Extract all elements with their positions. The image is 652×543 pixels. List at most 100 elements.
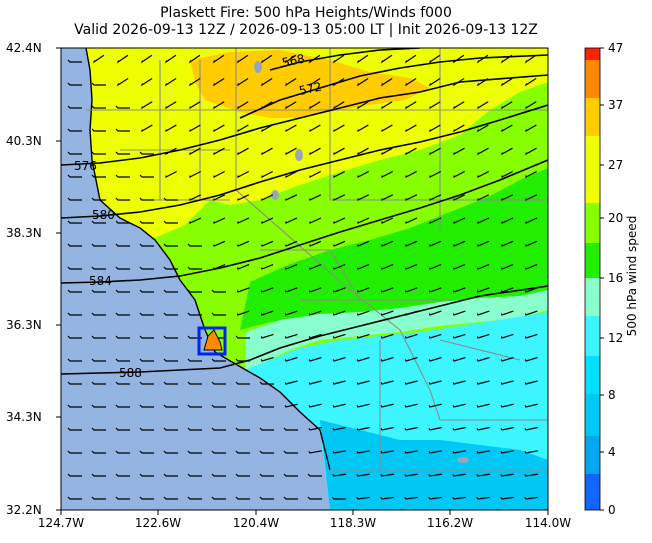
wind-barb xyxy=(163,220,178,224)
wind-barb xyxy=(524,333,538,339)
wind-barb xyxy=(477,170,489,179)
wind-barb xyxy=(261,194,274,201)
wind-barb xyxy=(283,496,298,500)
wind-barb xyxy=(211,427,226,431)
y-tick-label: 40.3N xyxy=(6,134,42,148)
wind-barb xyxy=(140,54,153,64)
wind-barb xyxy=(261,101,273,110)
wind-barb xyxy=(91,105,106,109)
wind-barb xyxy=(525,101,537,110)
contour-label-580: 580 xyxy=(92,208,115,222)
wind-barb xyxy=(67,174,82,178)
wind-barb xyxy=(187,358,202,362)
wind-barb xyxy=(428,333,442,339)
wind-barb xyxy=(357,147,369,156)
wind-barb xyxy=(91,427,106,431)
wind-barb xyxy=(67,496,82,500)
wind-barb xyxy=(524,426,538,431)
wind-barb xyxy=(67,105,82,109)
wind-barb xyxy=(284,77,297,87)
wind-barb xyxy=(453,217,466,224)
wind-barb xyxy=(115,197,130,201)
wind-barb xyxy=(235,335,250,339)
wind-barb xyxy=(91,312,106,316)
contour-588 xyxy=(61,285,548,375)
contour-label-588: 588 xyxy=(119,366,142,380)
map-plot-area xyxy=(61,48,548,510)
wind-barb xyxy=(380,310,394,316)
wind-barb xyxy=(405,240,418,247)
wind-barb xyxy=(285,101,297,110)
wind-barb xyxy=(67,243,82,247)
wind-barb xyxy=(139,473,154,477)
wind-barb xyxy=(260,310,274,316)
wind-barb xyxy=(332,310,346,316)
map-title-line2: Valid 2026-09-13 12Z / 2026-09-13 05:00 … xyxy=(74,22,538,38)
wind-barb xyxy=(115,335,130,339)
land-band-27-37 xyxy=(61,48,548,245)
wind-barb xyxy=(404,310,418,316)
wind-barb xyxy=(356,426,370,431)
wind-barb xyxy=(67,450,82,454)
wind-barb xyxy=(428,496,442,500)
wind-barb xyxy=(260,77,273,87)
wind-barb xyxy=(356,333,370,339)
colorbar-tick-label: 16 xyxy=(608,271,624,285)
wind-barb xyxy=(452,380,466,385)
wind-barb xyxy=(501,194,514,201)
wind-barb xyxy=(211,358,226,362)
wind-barb xyxy=(237,147,249,156)
wind-barb xyxy=(91,220,106,224)
colorbar-tick-label: 8 xyxy=(608,388,616,402)
wind-barb xyxy=(500,496,514,500)
wind-barb xyxy=(380,287,394,293)
wind-barb xyxy=(261,240,274,247)
land-band-12-16 xyxy=(245,290,548,370)
wind-barb xyxy=(332,287,346,293)
wind-barb xyxy=(187,450,202,454)
wind-barb xyxy=(139,358,154,362)
wind-barb xyxy=(477,264,490,270)
wind-barb xyxy=(500,426,514,431)
wind-barb xyxy=(91,381,106,385)
wind-barb xyxy=(501,240,514,247)
wind-barb xyxy=(453,264,466,270)
wind-barb xyxy=(163,335,178,339)
wind-barb xyxy=(213,147,225,156)
wind-barb xyxy=(476,333,490,339)
wind-barb xyxy=(285,147,297,156)
wind-barb xyxy=(404,333,418,339)
wind-barb xyxy=(452,426,466,431)
wind-barb xyxy=(381,264,394,270)
wind-barb xyxy=(163,197,178,201)
wind-barb xyxy=(381,147,393,156)
wind-barb xyxy=(140,77,153,87)
wind-barb xyxy=(163,381,178,385)
wind-barb xyxy=(332,333,346,339)
wind-barb xyxy=(500,473,514,477)
wind-barb xyxy=(405,101,417,110)
wind-barb xyxy=(453,101,465,110)
wind-barb xyxy=(189,170,201,179)
wind-barb xyxy=(211,289,226,293)
wind-barb xyxy=(333,101,345,110)
wind-barb xyxy=(309,217,322,224)
ocean-mask xyxy=(61,48,330,510)
wind-barb xyxy=(139,335,154,339)
wind-barb xyxy=(405,124,417,133)
wind-barb xyxy=(405,170,417,179)
colorbar-tick-label: 0 xyxy=(608,503,616,517)
wind-barb xyxy=(187,243,202,247)
wind-barb xyxy=(189,194,202,201)
wind-barb xyxy=(452,403,466,408)
wind-barb xyxy=(500,77,513,87)
wind-barb xyxy=(332,473,346,477)
wind-barb xyxy=(91,82,106,86)
wind-barb xyxy=(285,264,298,270)
wind-barb xyxy=(115,473,130,477)
colorbar-tick-label: 4 xyxy=(608,445,616,459)
colorbar-tick-label: 27 xyxy=(608,158,624,172)
wind-barb xyxy=(283,473,298,477)
wind-barb xyxy=(284,287,298,293)
wind-barb xyxy=(428,357,442,362)
